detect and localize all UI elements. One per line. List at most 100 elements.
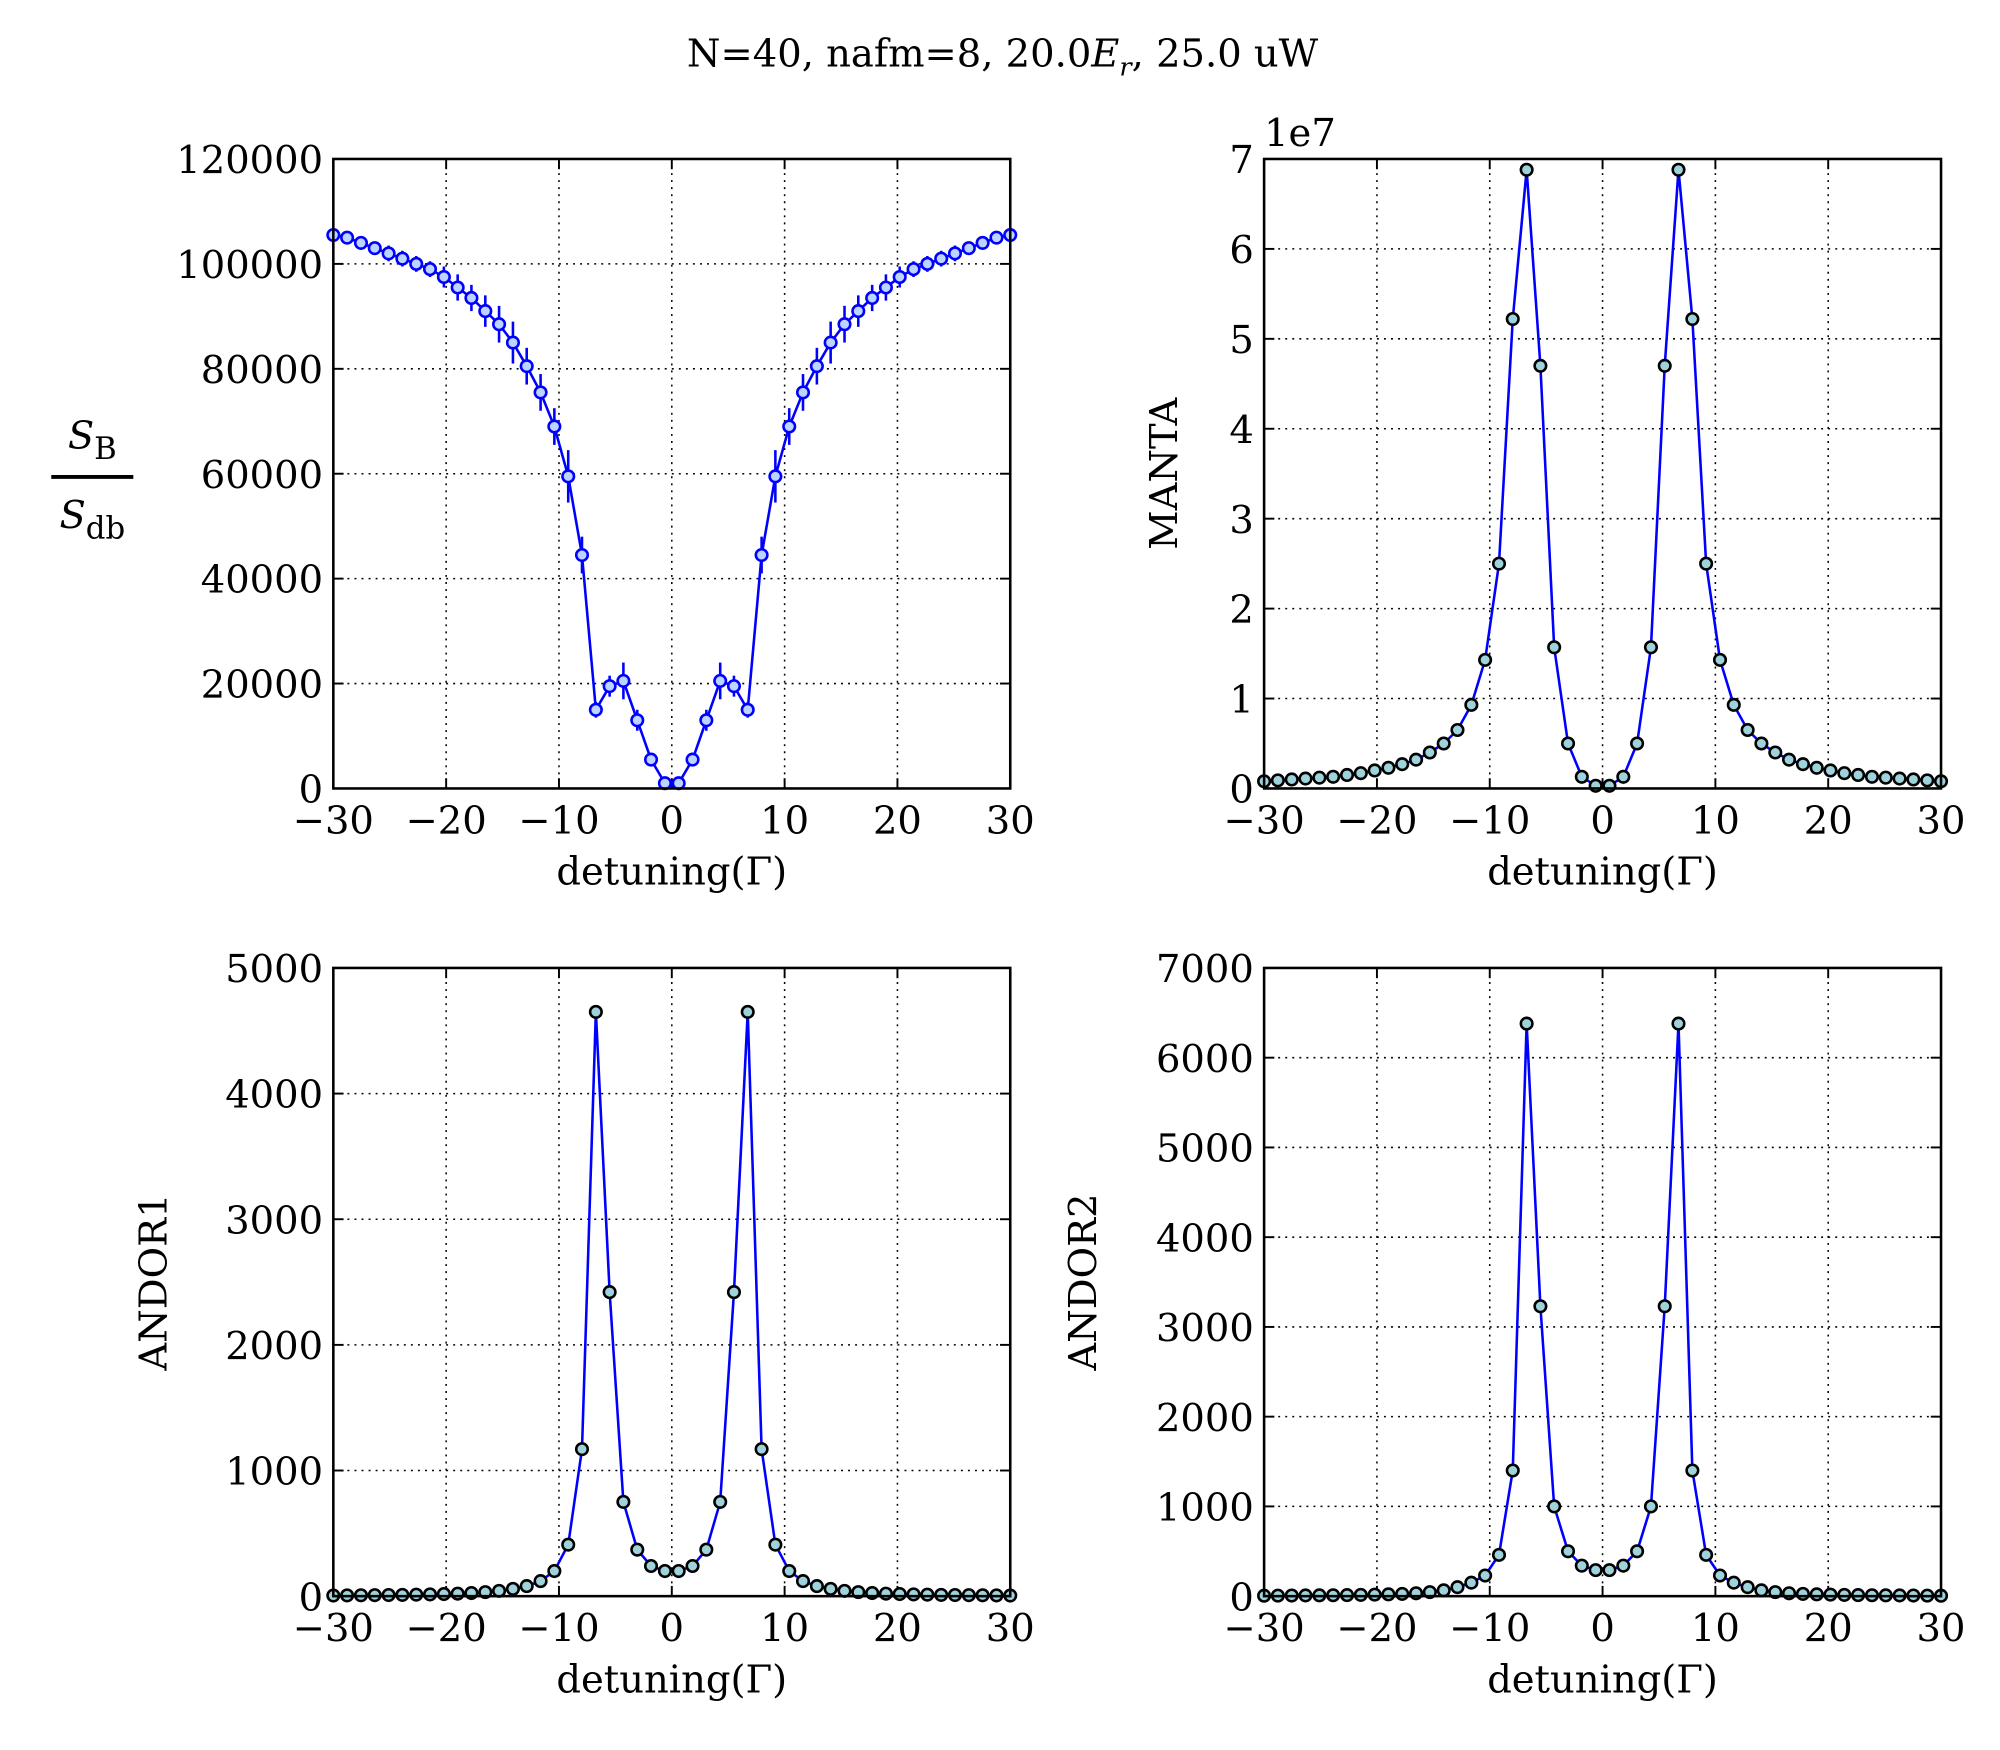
marker <box>1795 757 1810 772</box>
x-tick-label: 30 <box>986 798 1035 843</box>
marker <box>616 673 631 688</box>
marker <box>1574 769 1589 784</box>
x-tick-label: −10 <box>1449 798 1530 843</box>
y-tick-label: 0 <box>1229 1575 1253 1620</box>
marker <box>519 359 534 374</box>
marker <box>436 269 451 285</box>
y-tick-label: 80000 <box>201 348 323 393</box>
x-tick-label: 10 <box>760 1606 809 1651</box>
y-tick-label: 0 <box>1229 768 1253 813</box>
marker <box>1726 1575 1741 1590</box>
marker <box>1740 722 1755 738</box>
marker <box>809 1579 824 1594</box>
marker <box>1574 1558 1589 1573</box>
marker <box>1381 1587 1396 1602</box>
marker <box>768 1537 783 1552</box>
marker <box>740 702 755 717</box>
marker <box>1450 722 1465 738</box>
x-tick-label: −30 <box>1224 1606 1305 1651</box>
marker <box>1588 1563 1603 1578</box>
marker <box>381 246 396 261</box>
marker <box>892 1586 907 1602</box>
marker <box>340 230 355 245</box>
figure-title: N=40, nafm=8, 20.0Er, 25.0 uW <box>687 32 1319 83</box>
marker <box>1851 767 1866 783</box>
y-tick-label: 1 <box>1229 678 1253 723</box>
marker <box>1436 1583 1451 1598</box>
marker <box>1630 1544 1645 1559</box>
marker <box>1671 1016 1686 1031</box>
y-tick-label: 7000 <box>1156 947 1254 992</box>
marker <box>588 702 603 717</box>
y-tick-label: 2000 <box>1156 1396 1254 1441</box>
offset-text: 1e7 <box>1264 111 1336 156</box>
ylabel-part: B <box>94 431 117 467</box>
x-axis-label: detuning(Γ) <box>1487 850 1718 895</box>
marker <box>409 256 424 271</box>
marker <box>602 1285 617 1300</box>
marker <box>450 1586 465 1601</box>
marker <box>989 230 1004 245</box>
marker <box>768 469 783 484</box>
marker <box>1367 1587 1382 1602</box>
title-part: N=40, nafm=8, 20.0 <box>687 32 1091 77</box>
x-tick-label: 0 <box>1590 798 1614 843</box>
x-tick-label: 0 <box>660 1606 684 1651</box>
marker <box>1450 1580 1465 1595</box>
marker <box>602 679 617 694</box>
marker <box>1270 773 1285 788</box>
marker <box>1284 772 1299 787</box>
marker <box>1837 766 1852 781</box>
title-part: r <box>1119 53 1133 83</box>
y-tick-label: 1000 <box>225 1450 323 1495</box>
marker <box>920 256 935 271</box>
marker <box>1533 358 1548 373</box>
marker <box>505 335 520 350</box>
marker <box>1754 1583 1769 1598</box>
marker <box>975 235 990 250</box>
marker <box>1395 757 1410 772</box>
marker <box>561 1537 576 1552</box>
marker <box>422 262 438 277</box>
marker <box>1754 736 1769 751</box>
marker <box>754 547 769 563</box>
x-tick-label: −30 <box>1224 798 1305 843</box>
marker <box>906 262 921 277</box>
marker <box>740 1004 755 1019</box>
marker <box>436 1586 451 1602</box>
axes-frame <box>332 157 1012 790</box>
axes-frame <box>332 966 1012 1598</box>
x-tick-label: −20 <box>1336 798 1417 843</box>
x-tick-label: −30 <box>293 798 374 843</box>
marker <box>782 1563 797 1579</box>
marker <box>353 235 369 250</box>
y-tick-label: 3 <box>1229 498 1253 543</box>
marker <box>1464 1575 1479 1590</box>
marker <box>837 317 852 332</box>
y-tick-label: 100000 <box>176 243 323 288</box>
marker <box>1533 1299 1548 1314</box>
marker <box>1892 771 1907 786</box>
x-axis-label: detuning(Γ) <box>1487 1657 1718 1702</box>
axes-frame <box>1262 966 1943 1598</box>
marker <box>1712 1568 1728 1583</box>
marker <box>533 1574 548 1589</box>
marker <box>1478 652 1493 667</box>
marker <box>1602 1563 1617 1578</box>
y-tick-label: 2000 <box>225 1324 323 1369</box>
y-tick-label: 20000 <box>201 663 323 708</box>
marker <box>1726 697 1741 712</box>
marker <box>547 419 562 434</box>
marker <box>574 1442 590 1457</box>
marker <box>1505 311 1520 327</box>
y-tick-label: 3000 <box>225 1198 323 1243</box>
marker <box>1823 1587 1838 1602</box>
marker <box>1409 752 1424 767</box>
marker <box>1782 752 1797 767</box>
subplot: −30 −20 −10 0 10 20 30 0 1 2 3 4 5 6 7 detuning(Γ) MANTA… <box>1142 111 1966 894</box>
marker <box>478 304 493 319</box>
marker <box>1712 652 1728 667</box>
y-tick-label: 4 <box>1229 408 1253 453</box>
x-tick-label: 20 <box>1804 798 1853 843</box>
